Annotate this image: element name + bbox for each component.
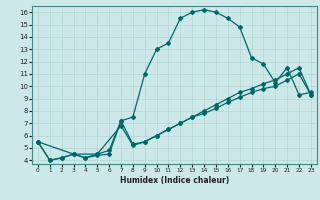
X-axis label: Humidex (Indice chaleur): Humidex (Indice chaleur) (120, 176, 229, 185)
